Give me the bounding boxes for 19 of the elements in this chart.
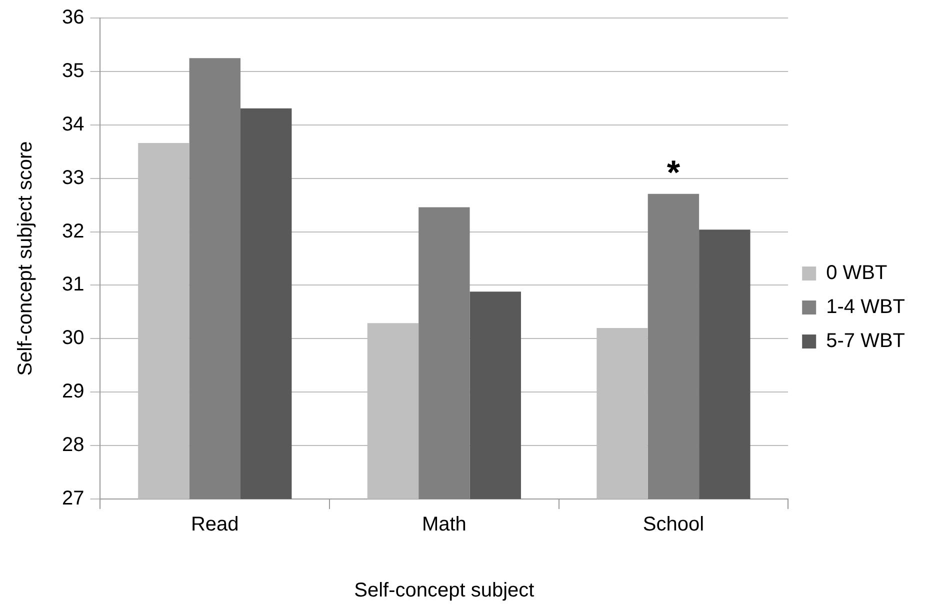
y-tick-label: 31 (62, 274, 84, 296)
legend-label: 1-4 WBT (826, 296, 906, 318)
y-tick-label: 33 (62, 166, 84, 189)
legend-label: 5-7 WBT (826, 330, 906, 352)
annotation: * (666, 154, 681, 192)
y-tick-label: 29 (62, 380, 84, 403)
y-tick-label: 30 (62, 327, 84, 350)
x-tick-label: School (642, 514, 704, 536)
y-tick-label: 34 (62, 113, 84, 136)
y-tick-label: 32 (62, 220, 84, 242)
y-tick-label: 28 (62, 434, 84, 456)
x-tick-label: Math (422, 514, 466, 536)
y-axis-title: Self-concept subject score (14, 141, 37, 376)
x-axis-title: Self-concept subject (354, 580, 535, 602)
x-tick-label: Read (190, 514, 239, 536)
y-tick-label: 36 (62, 6, 84, 29)
legend-label: 0 WBT (826, 262, 888, 284)
y-tick-label: 27 (62, 488, 84, 510)
y-tick-label: 35 (62, 60, 84, 82)
